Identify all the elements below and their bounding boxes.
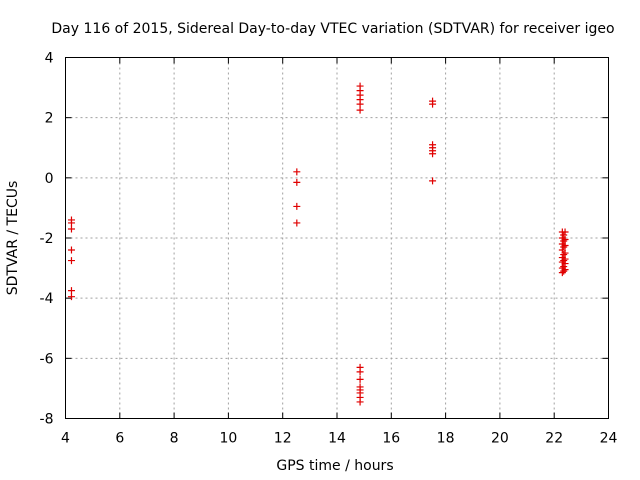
chart-title: Day 116 of 2015, Sidereal Day-to-day VTE… — [51, 21, 614, 37]
x-axis-label: GPS time / hours — [276, 458, 393, 474]
data-point — [356, 106, 364, 114]
data-point — [293, 219, 301, 227]
data-point — [560, 237, 568, 245]
data-point — [67, 293, 75, 301]
x-tick-label: 6 — [115, 431, 124, 447]
data-point — [561, 228, 569, 236]
data-point — [293, 168, 301, 176]
data-point — [293, 178, 301, 186]
data-point — [561, 260, 569, 268]
y-axis-label: SDTVAR / TECUs — [5, 181, 21, 296]
y-tick-label: -8 — [40, 412, 54, 428]
y-tick-label: 4 — [45, 51, 54, 67]
x-tick-label: 18 — [437, 431, 455, 447]
x-tick-label: 10 — [219, 431, 237, 447]
data-point — [560, 243, 568, 251]
data-point — [356, 375, 364, 383]
data-point — [67, 287, 75, 295]
data-point — [561, 236, 569, 244]
x-tick-label: 24 — [600, 431, 618, 447]
data-point — [561, 242, 569, 250]
x-tick-label: 14 — [328, 431, 346, 447]
data-point — [356, 100, 364, 108]
x-tick-label: 22 — [545, 431, 563, 447]
x-tick-label: 16 — [382, 431, 400, 447]
data-point — [356, 398, 364, 406]
data-point — [558, 269, 566, 277]
y-tick-label: -2 — [40, 231, 54, 247]
data-point — [293, 202, 301, 210]
data-point — [67, 219, 75, 227]
data-point — [561, 249, 569, 257]
data-point — [560, 231, 568, 239]
y-tick-label: 0 — [45, 171, 54, 187]
data-point — [560, 257, 568, 265]
data-points — [67, 82, 569, 406]
x-tick-label: 8 — [170, 431, 179, 447]
x-tick-label: 20 — [491, 431, 509, 447]
data-point — [560, 251, 568, 259]
y-tick-label: 2 — [45, 111, 54, 127]
data-point — [67, 257, 75, 265]
x-tick-label: 4 — [61, 431, 70, 447]
x-tick-label: 12 — [274, 431, 292, 447]
data-point — [560, 267, 568, 275]
data-point — [67, 225, 75, 233]
y-tick-label: -4 — [40, 291, 54, 307]
y-tick-label: -6 — [40, 351, 54, 367]
y-tick-labels: -8 -6 -4 -2 0 2 4 — [40, 51, 54, 428]
data-point — [356, 368, 364, 376]
data-point — [67, 246, 75, 254]
data-point — [429, 150, 437, 158]
x-tick-labels: 4 6 8 10 12 14 16 18 20 22 24 — [61, 431, 617, 447]
data-point — [429, 177, 437, 185]
grid-lines — [65, 57, 609, 419]
data-point — [429, 100, 437, 108]
axis-ticks — [65, 57, 609, 419]
